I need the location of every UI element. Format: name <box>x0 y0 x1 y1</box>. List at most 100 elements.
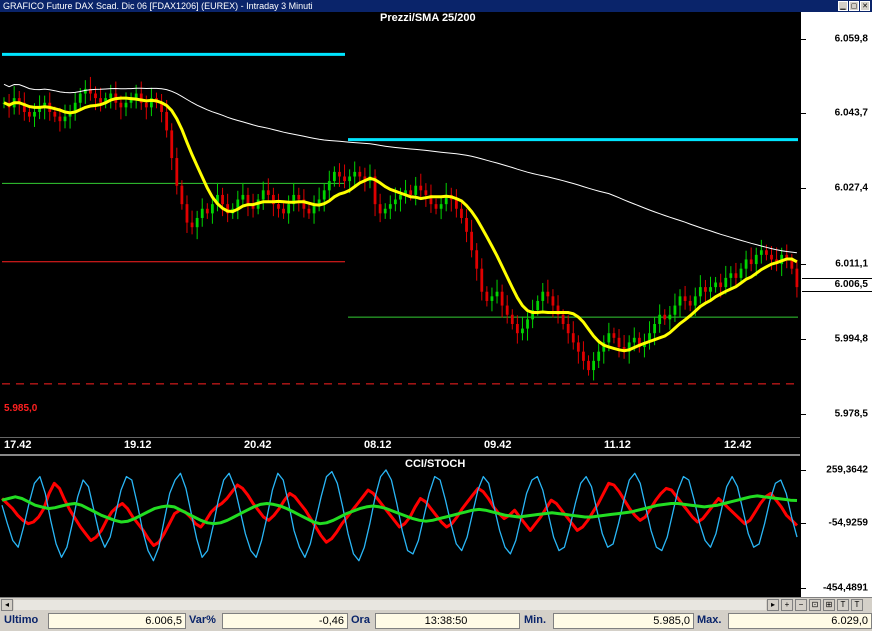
candle-body <box>531 310 535 320</box>
stoch_d-line <box>1 494 798 526</box>
candle-body <box>658 314 662 324</box>
candle-body <box>343 176 346 182</box>
text-tool-button[interactable]: T <box>851 599 863 611</box>
candle-body <box>698 287 702 297</box>
candle-body <box>546 291 550 297</box>
quote-statusbar: Ultimo 6.006,5 Var% -0,46 Ora 13:38:50 M… <box>0 611 872 631</box>
candle-body <box>73 102 77 112</box>
chart-tool-1-button[interactable]: ⊡ <box>809 599 821 611</box>
candle-body <box>536 300 540 311</box>
max-value: 6.029,0 <box>728 613 872 629</box>
indicator-tick-label: -454,4891 <box>822 582 868 594</box>
chart-tool-2-button[interactable]: ⊞ <box>823 599 835 611</box>
time-label: Ora <box>351 614 370 626</box>
candle-body <box>241 194 245 200</box>
candle-body <box>637 337 641 348</box>
indicator-chart-pane[interactable]: CCI/STOCH <box>0 454 800 597</box>
price-tick-mark <box>801 263 806 265</box>
candle-body <box>144 102 148 108</box>
candle-body <box>571 333 575 343</box>
candle-body <box>653 323 656 334</box>
time-tick-label: 12.42 <box>724 439 752 451</box>
candle-body <box>419 185 423 191</box>
candle-body <box>434 204 438 209</box>
candle-body <box>378 204 382 214</box>
candle-body <box>216 194 219 205</box>
candle-body <box>58 116 62 122</box>
candle-body <box>592 360 596 371</box>
candle-body <box>271 194 275 205</box>
candle-body <box>404 190 407 195</box>
support-level-label: 5.985,0 <box>4 403 38 414</box>
candle-body <box>119 102 123 108</box>
indicator-tick-mark <box>801 522 806 524</box>
scroll-right-button[interactable]: ▸ <box>767 599 779 611</box>
candle-body <box>429 194 433 205</box>
candle-body <box>465 217 468 232</box>
candle-body <box>358 171 362 177</box>
current-price-label: 6.006,5 <box>802 277 872 292</box>
candle-body <box>724 277 728 288</box>
candle-body <box>292 194 296 205</box>
candle-body <box>190 222 194 228</box>
candle-body <box>485 291 489 301</box>
candle-body <box>160 102 163 112</box>
candle-body <box>185 204 189 223</box>
scroll-left-button[interactable]: ◂ <box>1 599 13 611</box>
time-tick-label: 17.42 <box>4 439 32 451</box>
candle-body <box>439 204 443 209</box>
candle-body <box>526 319 529 329</box>
candle-body <box>617 337 621 348</box>
candle-body <box>109 93 113 99</box>
time-axis-corner <box>800 437 872 454</box>
candle-body <box>124 102 128 108</box>
price-tick-label: 6.027,4 <box>834 182 868 194</box>
candle-body <box>688 300 692 306</box>
price-tick-mark <box>801 188 806 190</box>
candle-body <box>22 102 26 112</box>
candle-body <box>200 208 204 218</box>
price-chart-pane[interactable]: Prezzi/SMA 25/200 5.985,0 <box>0 12 800 437</box>
candle-body <box>287 204 291 214</box>
minimize-button[interactable]: ▁ <box>838 1 848 11</box>
candle-body <box>104 98 108 103</box>
var-value: -0,46 <box>222 613 348 629</box>
candle-body <box>236 199 240 209</box>
candle-body <box>277 204 280 209</box>
chart-scrollbar[interactable]: ◂ ▸ + − ⊡ ⊞ T T <box>0 597 872 611</box>
candle-body <box>28 111 31 117</box>
sma25-line <box>3 96 798 353</box>
candle-body <box>759 250 763 255</box>
candle-body <box>424 190 428 195</box>
candle-body <box>582 351 585 361</box>
candle-body <box>261 190 265 200</box>
chart-tool-3-button[interactable]: T <box>837 599 849 611</box>
candle-body <box>33 111 36 117</box>
maximize-button[interactable]: ▢ <box>849 1 859 11</box>
zoom-in-button[interactable]: + <box>781 599 793 611</box>
close-button[interactable]: ✕ <box>860 1 870 11</box>
price-axis: 6.059,8 6.043,7 6.027,4 6.011,1 5.994,8 5.978… <box>800 12 872 437</box>
candle-body <box>388 204 392 209</box>
candle-body <box>663 314 667 320</box>
candle-body <box>363 176 367 182</box>
candle-body <box>134 93 138 99</box>
candle-body <box>602 342 606 352</box>
time-tick-label: 09.42 <box>484 439 512 451</box>
min-value: 5.985,0 <box>553 613 694 629</box>
candle-body <box>495 291 499 297</box>
candle-body <box>38 107 41 112</box>
candle-body <box>226 204 230 214</box>
candle-body <box>266 190 270 195</box>
candle-body <box>480 268 484 292</box>
candle-body <box>770 254 773 260</box>
candle-body <box>709 287 712 292</box>
zoom-out-button[interactable]: − <box>795 599 807 611</box>
candle-body <box>693 296 697 306</box>
candle-body <box>94 93 97 99</box>
candle-body <box>668 314 672 320</box>
candle-body <box>89 88 92 94</box>
scroll-track[interactable] <box>14 600 766 610</box>
candle-body <box>246 194 250 205</box>
candle-body <box>795 268 799 288</box>
